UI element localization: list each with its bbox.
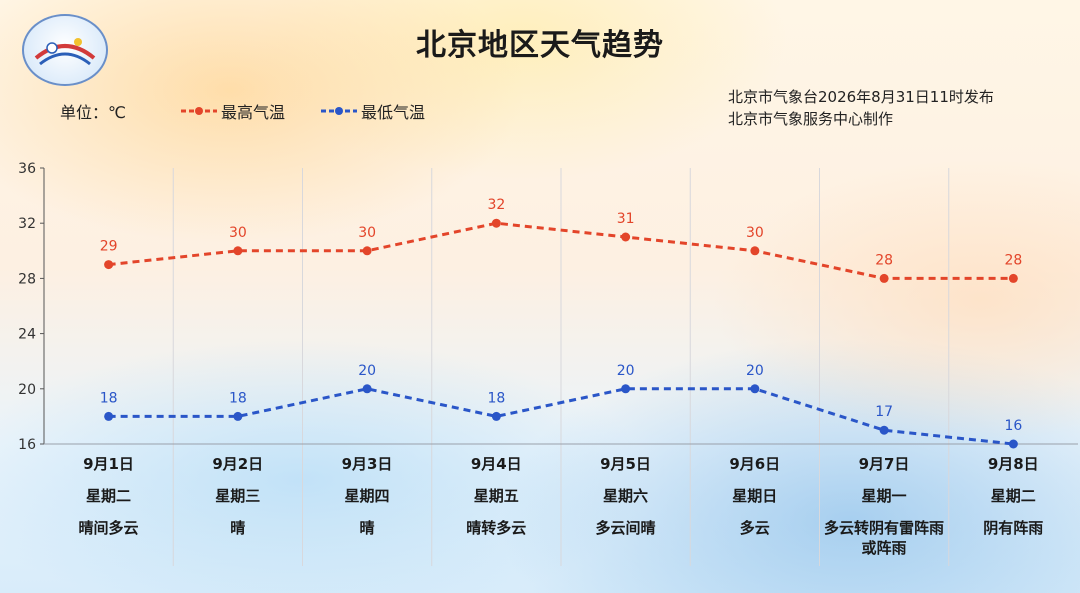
series-high-data-label: 30: [746, 225, 764, 241]
day-date: 9月3日: [341, 455, 393, 473]
series-high-point: [621, 232, 631, 242]
series-high-line: [108, 221, 1014, 280]
day-column: 9月2日星期三晴: [173, 454, 302, 538]
series-low-data-label: 18: [487, 390, 505, 406]
day-weather: 晴间多云: [78, 519, 139, 537]
day-column: 9月3日星期四晴: [303, 454, 432, 538]
issuer-line-2: 北京市气象服务中心制作: [728, 110, 894, 128]
day-weekday: 星期四: [344, 487, 390, 505]
series-high-data-label: 32: [487, 197, 505, 213]
series-low-data-label: 16: [1004, 418, 1022, 434]
series-high-point: [1008, 273, 1018, 283]
day-weekday: 星期二: [990, 487, 1036, 505]
day-column: 9月7日星期一多云转阴有雷阵雨或阵雨: [820, 454, 949, 558]
series-low-data-label: 18: [229, 390, 247, 406]
day-weather: 晴转多云: [466, 519, 527, 537]
series-high-point: [104, 260, 114, 270]
day-weekday: 星期日: [732, 487, 778, 505]
y-tick-label: 24: [18, 327, 36, 343]
series-low-point: [491, 411, 501, 421]
y-tick-label: 28: [18, 271, 36, 287]
legend-high-swatch: [181, 107, 217, 115]
series-low-line: [108, 387, 1014, 446]
day-weather: 多云间晴: [595, 519, 656, 537]
legend-low-label: 最低气温: [361, 103, 426, 122]
y-tick-label: 16: [18, 437, 36, 453]
page-title: 北京地区天气趋势: [416, 28, 664, 63]
day-date: 9月5日: [600, 455, 651, 473]
issuer-info: 北京市气象台2026年8月31日11时发布 北京市气象服务中心制作: [728, 86, 994, 130]
series-high-data-label: 28: [1004, 252, 1022, 268]
series-low-point: [621, 384, 631, 394]
day-column: 9月8日星期二阴有阵雨: [949, 454, 1078, 538]
day-date: 9月8日: [987, 455, 1039, 473]
day-column: 9月5日星期六多云间晴: [561, 454, 690, 538]
day-weather: 阴有阵雨: [983, 519, 1044, 537]
day-weather: 晴: [359, 519, 375, 537]
day-weather: 多云: [739, 519, 770, 537]
y-tick-label: 36: [18, 161, 36, 177]
series-low-data-label: 20: [617, 363, 635, 379]
day-weather: 晴: [230, 519, 246, 537]
y-tick-label: 20: [18, 382, 36, 398]
series-low-point: [750, 384, 760, 394]
day-weekday: 星期二: [85, 487, 131, 505]
unit-label: 单位：℃: [60, 103, 126, 122]
legend-low: 最低气温: [321, 99, 425, 123]
day-weekday: 星期一: [861, 487, 907, 505]
day-weekday: 星期六: [602, 487, 648, 505]
series-low-point: [233, 411, 243, 421]
series-low-data-label: 20: [358, 363, 376, 379]
day-weekday: 星期三: [215, 487, 261, 505]
legend-high: 最高气温: [181, 99, 285, 123]
series-high-point: [233, 246, 243, 256]
legend-low-swatch: [321, 107, 357, 115]
series-high-data-label: 28: [875, 252, 893, 268]
meteorological-service-logo: [22, 14, 108, 86]
day-date: 9月4日: [470, 455, 522, 473]
day-weather: 多云转阴有雷阵雨或阵雨: [823, 519, 944, 557]
series-low-data-label: 20: [746, 363, 764, 379]
series-high-data-label: 30: [229, 225, 247, 241]
series-high-point: [750, 246, 760, 256]
y-tick-label: 32: [18, 216, 36, 232]
day-date: 9月6日: [729, 455, 781, 473]
series-low-point: [1008, 439, 1018, 449]
day-weekday: 星期五: [473, 487, 519, 505]
issuer-line-1: 北京市气象台2026年8月31日11时发布: [728, 88, 994, 106]
legend-high-label: 最高气温: [221, 103, 286, 122]
day-date: 9月7日: [858, 455, 910, 473]
day-column: 9月1日星期二晴间多云: [44, 454, 173, 538]
series-low-point: [104, 411, 114, 421]
day-date: 9月1日: [83, 455, 134, 473]
series-low-data-label: 18: [100, 390, 118, 406]
series-low-point: [362, 384, 372, 394]
day-column: 9月4日星期五晴转多云: [432, 454, 561, 538]
series-high-point: [879, 273, 889, 283]
series-high-data-label: 30: [358, 225, 376, 241]
day-date: 9月2日: [212, 455, 264, 473]
series-high-data-label: 31: [617, 211, 635, 227]
day-column: 9月6日星期日多云: [690, 454, 819, 538]
series-low-data-label: 17: [875, 404, 893, 420]
series-low-point: [879, 425, 889, 435]
series-high-point: [362, 246, 372, 256]
series-high-data-label: 29: [100, 239, 118, 255]
series-high-point: [491, 218, 501, 228]
